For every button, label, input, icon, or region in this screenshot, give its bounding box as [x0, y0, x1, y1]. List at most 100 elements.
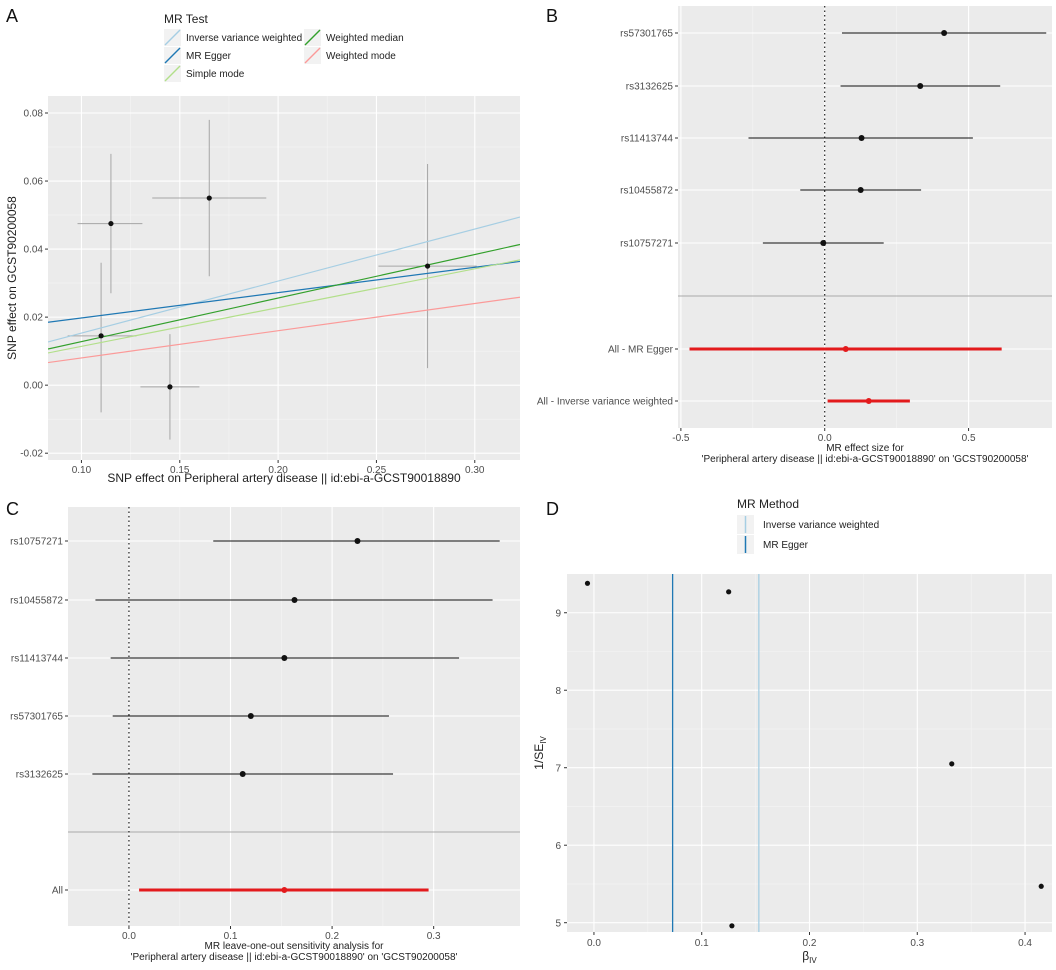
y-axis-title-sub: IV — [539, 736, 548, 744]
row-label: rs57301765 — [620, 29, 673, 40]
x-tick-label: 0.15 — [170, 465, 190, 476]
row-label: All - MR Egger — [608, 345, 674, 356]
effect-estimate — [865, 398, 872, 404]
y-tick-label: 5 — [555, 919, 561, 930]
y-axis-title: SNP effect on GCST90200058 — [5, 196, 19, 360]
x-tick-label: -0.5 — [672, 433, 690, 444]
row-label: All - Inverse variance weighted — [537, 397, 673, 408]
legend-key-mr-egger — [164, 47, 181, 64]
data-point — [98, 333, 104, 339]
x-axis-title: βIV — [802, 949, 817, 965]
y-tick-label: 9 — [555, 609, 561, 620]
x-tick-label: 0.0 — [587, 938, 601, 949]
x-tick-label: 0.1 — [224, 931, 238, 942]
row-label: rs11413744 — [621, 134, 674, 145]
panel-label-d: D — [546, 499, 559, 519]
legend-label: Weighted median — [326, 33, 404, 44]
x-tick-label: 0.1 — [695, 938, 709, 949]
panel-label-c: C — [6, 499, 19, 519]
row-label: rs3132625 — [16, 770, 64, 781]
y-tick-label: 0.08 — [24, 109, 44, 120]
panel-label-b: B — [546, 6, 558, 26]
y-axis-title: 1/SEIV — [532, 736, 548, 770]
regression-line-inverse-variance-weighted — [48, 216, 520, 343]
plot-area — [678, 6, 1052, 428]
x-tick-label: 0.10 — [72, 465, 92, 476]
regression-line-mr-egger — [48, 260, 520, 323]
x-tick-label: 0.2 — [325, 931, 339, 942]
x-tick-label: 0.3 — [427, 931, 441, 942]
plot-area-a — [48, 96, 520, 460]
regression-line-simple-mode — [48, 259, 520, 354]
x-axis-title: 'Peripheral artery disease || id:ebi-a-G… — [702, 454, 1029, 465]
effect-estimate — [291, 597, 298, 603]
y-tick-label: 0.06 — [24, 177, 44, 188]
data-point — [424, 263, 431, 269]
row-label: All — [52, 886, 63, 897]
x-axis-title: SNP effect on Peripheral artery disease … — [107, 471, 461, 485]
data-point — [949, 761, 955, 767]
legend-label: Inverse variance weighted — [763, 520, 879, 531]
legend-label: Inverse variance weighted — [186, 33, 302, 44]
legend-label: Simple mode — [186, 69, 245, 80]
legend-key-inverse-variance-weighted — [164, 29, 181, 46]
row-label: rs10757271 — [10, 537, 63, 548]
row-label: rs10455872 — [10, 596, 63, 607]
y-tick-label: 0.04 — [24, 245, 44, 256]
y-tick-label: 7 — [555, 764, 561, 775]
data-point — [584, 580, 591, 586]
x-tick-label: 0.0 — [122, 931, 136, 942]
x-axis-title: 'Peripheral artery disease || id:ebi-a-G… — [131, 952, 458, 963]
row-label: rs10757271 — [620, 239, 673, 250]
x-axis-title: MR leave-one-out sensitivity analysis fo… — [205, 941, 385, 952]
plot-layer-a — [48, 119, 520, 440]
panel-label-a: A — [6, 6, 18, 26]
row-label: rs10455872 — [620, 186, 673, 197]
x-tick-label: 0.5 — [962, 433, 976, 444]
x-tick-label: 0.0 — [818, 433, 832, 444]
legend-title: MR Test — [164, 12, 208, 26]
x-tick-label: 0.3 — [910, 938, 924, 949]
effect-estimate — [354, 538, 361, 544]
effect-estimate — [281, 887, 288, 893]
x-axis-title-sub: IV — [809, 956, 817, 965]
legend-key-weighted-mode — [304, 47, 321, 64]
data-point — [108, 220, 114, 227]
effect-estimate — [858, 135, 865, 141]
effect-estimate — [842, 346, 849, 352]
data-point — [206, 195, 212, 201]
legend-label: MR Egger — [186, 51, 232, 62]
y-axis-title-main: 1/SE — [532, 744, 546, 770]
legend-key-weighted-median — [304, 29, 321, 46]
effect-estimate — [247, 713, 254, 719]
legend-label: Weighted mode — [326, 51, 396, 62]
effect-estimate — [941, 30, 948, 36]
legend-title: MR Method — [737, 497, 799, 511]
regression-line-weighted-median — [48, 243, 520, 350]
x-axis-title: MR effect size for — [826, 443, 904, 454]
row-label: rs57301765 — [10, 712, 63, 723]
y-tick-label: 0.00 — [24, 381, 44, 392]
row-label: rs11413744 — [11, 654, 64, 665]
x-tick-label: 0.2 — [803, 938, 817, 949]
x-tick-label: 0.4 — [1018, 938, 1032, 949]
x-tick-label: 0.25 — [367, 465, 387, 476]
row-label: rs3132625 — [626, 82, 674, 93]
data-point — [726, 589, 732, 595]
legend-key-simple-mode — [164, 65, 181, 82]
effect-estimate — [820, 240, 827, 246]
y-tick-label: 0.02 — [24, 313, 44, 324]
effect-estimate — [857, 187, 864, 193]
effect-estimate — [281, 655, 288, 661]
data-point — [1038, 883, 1044, 889]
legend-label: MR Egger — [763, 540, 809, 551]
effect-estimate — [239, 771, 246, 777]
effect-estimate — [917, 83, 924, 89]
data-point — [729, 923, 735, 929]
y-tick-label: 6 — [555, 841, 561, 852]
y-tick-label: 8 — [555, 686, 561, 697]
